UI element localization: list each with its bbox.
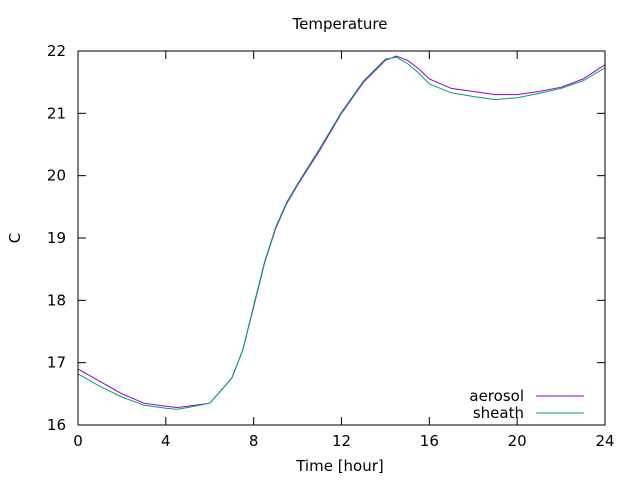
x-tick-label: 0 [73,432,83,450]
y-tick-label: 22 [47,42,66,60]
x-tick-label: 16 [420,432,439,450]
x-tick-label: 8 [249,432,259,450]
x-tick-label: 4 [161,432,171,450]
x-tick-label: 12 [332,432,351,450]
y-tick-label: 17 [47,354,66,372]
axis-ticks: 0 4 8 12 16 20 24 16 17 18 19 20 21 22 [47,42,615,450]
x-axis-label: Time [hour] [295,457,384,475]
y-tick-label: 16 [47,416,66,434]
series-line-sheath [77,56,606,410]
plot-frame [77,50,606,426]
y-tick-label: 18 [47,291,66,309]
legend-label-sheath: sheath [473,404,524,422]
y-tick-label: 19 [47,229,66,247]
y-tick-label: 21 [47,104,66,122]
series-layer [77,55,606,410]
chart-title: Temperature [291,15,387,33]
x-tick-label: 24 [595,432,614,450]
y-axis-label: C [6,233,24,243]
x-tick-label: 20 [508,432,527,450]
series-line-aerosol [77,55,606,409]
y-tick-label: 20 [47,167,66,185]
legend-label-aerosol: aerosol [469,387,524,405]
